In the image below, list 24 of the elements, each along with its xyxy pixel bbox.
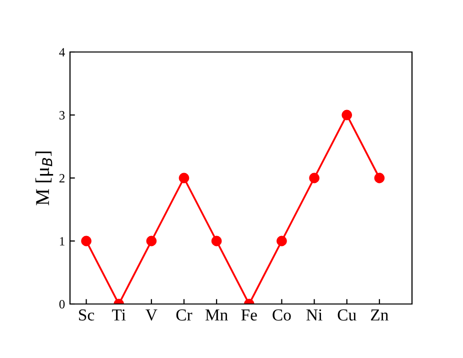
point: [211, 236, 222, 246]
x-tick-label: Ti: [112, 309, 126, 320]
y-tick-label: 0: [59, 300, 65, 308]
x-tick-label: Cu: [338, 309, 356, 321]
y-tick-label: 3: [59, 111, 65, 120]
y-tick-label: 2: [59, 174, 64, 182]
point: [178, 172, 190, 184]
y-tick-label: 4: [59, 48, 65, 56]
x-tick-label: Fe: [241, 310, 257, 321]
x-tick-label: Zn: [370, 310, 388, 320]
point: [309, 172, 320, 184]
x-tick-label: Mn: [205, 310, 228, 320]
point: [146, 236, 157, 246]
x-tick-label: Co: [272, 309, 291, 321]
x-tick-label: Sc: [79, 309, 94, 321]
y-tick-label: 1: [60, 237, 64, 246]
point: [342, 110, 352, 120]
x-tick-label: Ni: [306, 309, 322, 320]
point: [81, 236, 92, 246]
point: [276, 236, 287, 246]
point: [374, 172, 385, 184]
x-tick-label: V: [146, 310, 158, 321]
x-tick-label: Cr: [176, 309, 192, 321]
y-axis-title: M [μ$_{B}$]: [35, 152, 54, 206]
